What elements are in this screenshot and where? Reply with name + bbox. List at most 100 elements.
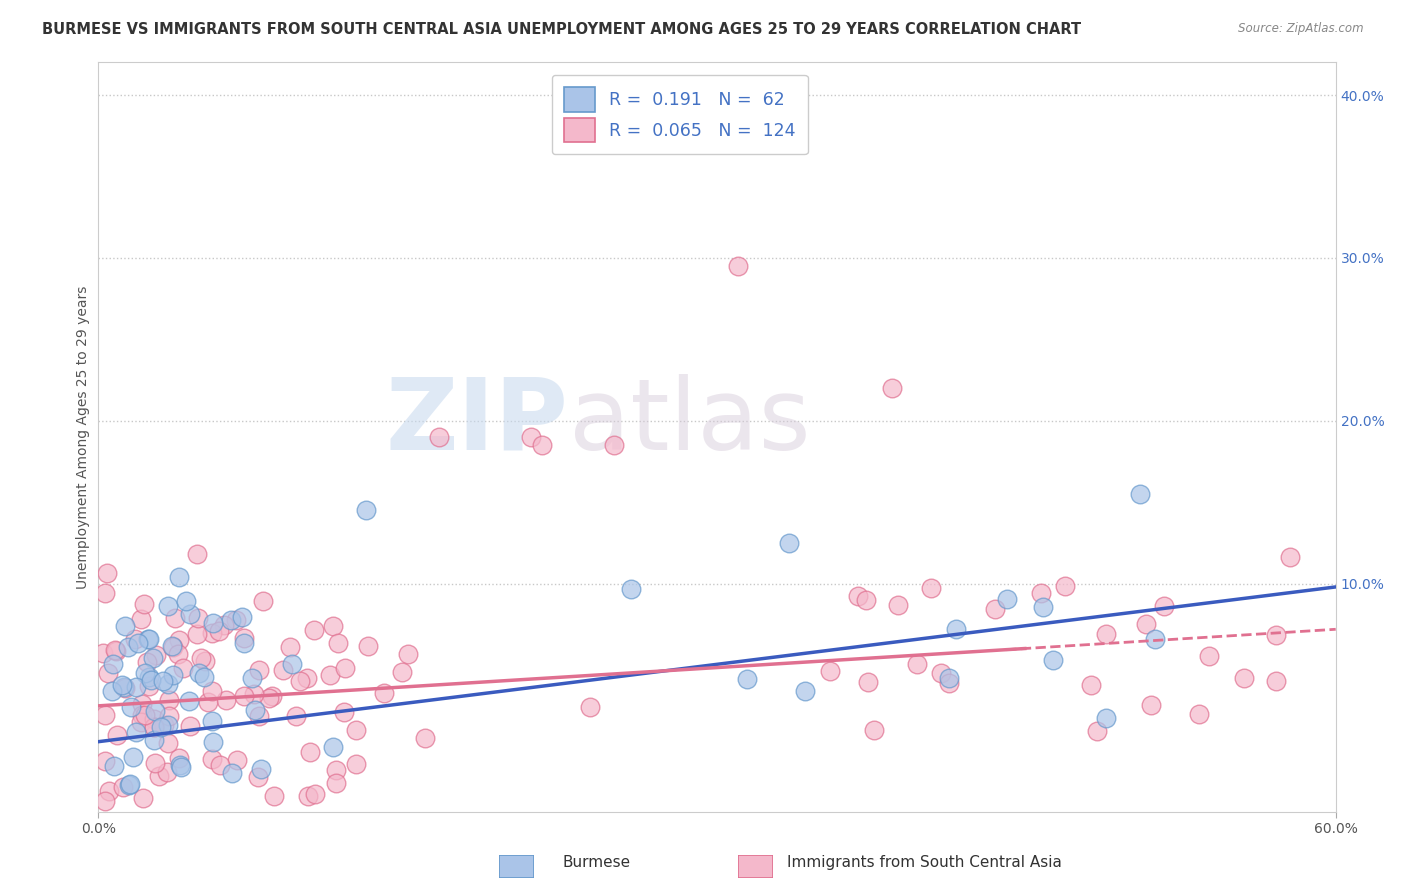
Point (520, 430, 543, 444)
Point (169, 758, 191, 772)
Point (143, 720, 166, 734)
Point (156, 764, 179, 779)
Point (427, 430, 450, 444)
Point (153, 718, 176, 732)
Point (1153, 599, 1175, 614)
Point (413, 731, 436, 746)
Point (132, 790, 155, 805)
Text: Immigrants from South Central Asia: Immigrants from South Central Asia (787, 855, 1063, 870)
Point (131, 708, 153, 723)
Point (142, 732, 165, 747)
Point (530, 438, 553, 452)
Point (145, 756, 167, 771)
Point (326, 636, 349, 650)
Point (284, 709, 307, 723)
Point (167, 632, 190, 647)
Point (138, 679, 160, 693)
Point (240, 671, 263, 685)
Point (226, 753, 249, 767)
Point (344, 756, 367, 771)
Point (233, 636, 256, 650)
Point (887, 598, 910, 612)
Point (101, 683, 124, 698)
Point (197, 695, 219, 709)
Point (1135, 617, 1157, 632)
Point (142, 651, 165, 665)
Point (1140, 698, 1163, 712)
Point (298, 745, 321, 759)
Point (778, 536, 800, 550)
Point (1094, 711, 1116, 725)
Point (262, 689, 284, 703)
Point (114, 619, 136, 633)
Point (333, 705, 356, 719)
Point (325, 776, 347, 790)
Point (138, 632, 160, 646)
Point (219, 613, 242, 627)
Point (104, 644, 127, 658)
Point (1129, 487, 1152, 501)
Point (1143, 632, 1166, 646)
Point (111, 678, 134, 692)
Point (1095, 627, 1118, 641)
Point (619, 582, 641, 596)
Point (134, 597, 156, 611)
Point (179, 719, 201, 733)
Point (94, 793, 117, 807)
Point (214, 618, 236, 632)
Text: ZIP: ZIP (385, 374, 568, 471)
Point (231, 610, 253, 624)
Point (319, 668, 342, 682)
Point (297, 671, 319, 685)
Point (145, 648, 167, 662)
Point (117, 640, 139, 654)
Point (156, 718, 179, 732)
Point (245, 703, 267, 717)
Point (373, 686, 395, 700)
Point (94, 586, 117, 600)
Point (97, 666, 120, 681)
Point (938, 675, 960, 690)
Point (201, 616, 224, 631)
Point (882, 381, 904, 395)
Point (356, 503, 378, 517)
Point (929, 666, 952, 681)
Point (186, 626, 208, 640)
Point (259, 690, 281, 705)
Point (157, 693, 180, 707)
Point (1264, 673, 1286, 688)
Point (281, 657, 304, 671)
Point (107, 727, 129, 741)
Point (193, 669, 215, 683)
Point (263, 789, 285, 804)
Point (167, 750, 190, 764)
Point (322, 739, 344, 754)
Point (249, 762, 271, 776)
Point (905, 657, 928, 671)
Point (141, 673, 163, 687)
Point (201, 752, 224, 766)
Point (162, 668, 184, 682)
Point (1032, 599, 1054, 614)
Point (221, 766, 243, 780)
Point (162, 640, 184, 654)
Point (120, 777, 142, 791)
Point (156, 736, 179, 750)
Point (157, 677, 180, 691)
Point (1278, 549, 1301, 564)
Point (157, 708, 180, 723)
Point (201, 684, 224, 698)
Point (149, 720, 172, 734)
Point (120, 700, 142, 714)
Point (273, 663, 295, 677)
Point (190, 651, 212, 665)
Point (578, 699, 600, 714)
Point (820, 665, 842, 679)
Point (207, 624, 229, 638)
Point (103, 657, 125, 671)
Point (125, 681, 148, 695)
Point (325, 763, 347, 777)
Point (938, 671, 960, 685)
Point (135, 655, 157, 669)
Text: BURMESE VS IMMIGRANTS FROM SOUTH CENTRAL ASIA UNEMPLOYMENT AMONG AGES 25 TO 29 Y: BURMESE VS IMMIGRANTS FROM SOUTH CENTRAL… (42, 22, 1081, 37)
